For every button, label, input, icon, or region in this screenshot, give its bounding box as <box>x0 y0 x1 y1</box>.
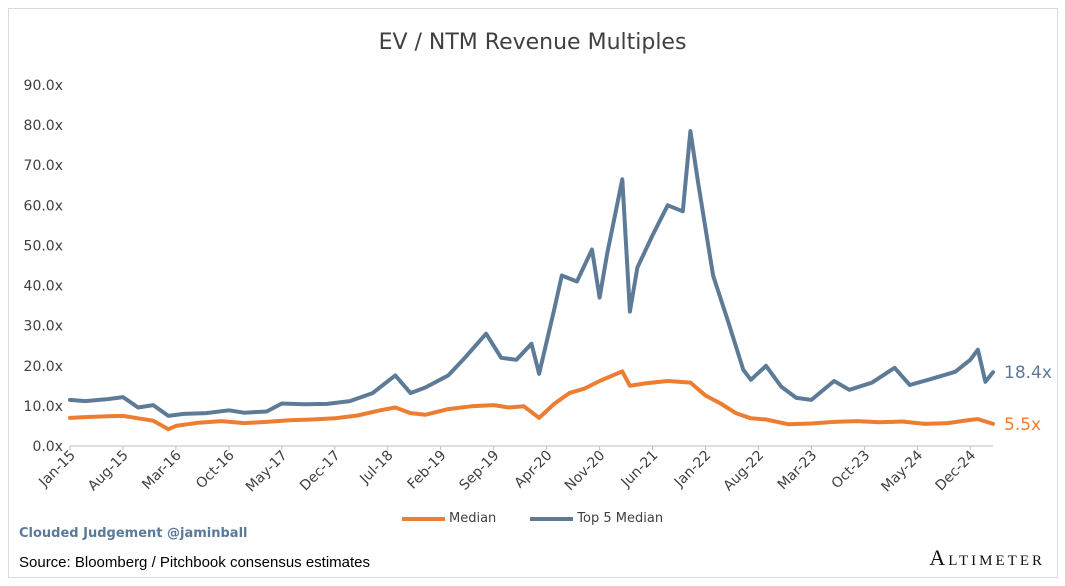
y-tick-label: 30.0x <box>24 319 63 335</box>
x-tick-label: Apr-20 <box>511 448 555 492</box>
chart-title: EV / NTM Revenue Multiples <box>378 30 687 55</box>
x-tick-label: Jun-21 <box>618 448 662 492</box>
legend-swatch-top5 <box>530 516 574 521</box>
end-label-top5-median: 18.4x <box>1004 363 1052 383</box>
x-tick-label: May-17 <box>243 448 291 496</box>
brand-logo: Altimeter <box>929 545 1045 570</box>
x-tick-label: Jan-22 <box>671 448 714 491</box>
y-tick-label: 10.0x <box>24 399 63 415</box>
y-tick-label: 20.0x <box>24 359 63 375</box>
legend-item-top5: Top 5 Median <box>530 511 663 526</box>
x-tick-label: Dec-17 <box>297 448 344 495</box>
x-tick-label: Feb-19 <box>405 448 450 493</box>
x-tick-label: Oct-23 <box>829 448 874 493</box>
y-tick-label: 90.0x <box>24 78 63 94</box>
legend-label-top5: Top 5 Median <box>577 511 664 526</box>
legend-item-median: Median <box>402 511 496 526</box>
series-line-median <box>68 369 995 432</box>
x-tick-label: Dec-24 <box>932 447 979 494</box>
legend-label-median: Median <box>449 511 497 526</box>
y-tick-label: 0.0x <box>32 439 63 455</box>
legend-swatch-median <box>402 516 445 521</box>
x-tick-label: Nov-20 <box>562 448 609 495</box>
x-tick-label: Aug-15 <box>85 448 132 495</box>
y-axis: 0.0x 10.0x 20.0x 30.0x 40.0x 50.0x 60.0x 70.0x 8… <box>24 78 63 455</box>
legend: Median Top 5 Median <box>402 511 697 526</box>
x-tick-label: Mar-16 <box>139 447 185 493</box>
x-tick-label: Aug-22 <box>720 448 767 495</box>
x-axis: Jan-15 Aug-15 Mar-16 Oct-16 May-17 Dec-17 Jul-… <box>35 445 993 496</box>
x-tick-label: Oct-16 <box>193 447 238 492</box>
source-note: Source: Bloomberg / Pitchbook consensus … <box>19 554 371 571</box>
credit-line: Clouded Judgement @jaminball <box>19 526 248 541</box>
x-tick-label: May-24 <box>878 447 926 495</box>
y-tick-label: 80.0x <box>24 118 63 134</box>
end-labels: 5.5x 18.4x <box>1004 363 1052 435</box>
x-tick-label: Sep-19 <box>456 448 502 494</box>
y-tick-label: 50.0x <box>24 238 63 254</box>
x-tick-label: Jul-18 <box>356 448 396 488</box>
y-tick-label: 40.0x <box>24 279 63 295</box>
chart-frame <box>8 8 1058 578</box>
end-label-median: 5.5x <box>1004 415 1041 435</box>
series-line-top5-median <box>68 129 995 418</box>
y-tick-label: 60.0x <box>24 198 63 214</box>
y-tick-label: 70.0x <box>24 158 63 174</box>
series-lines <box>68 129 995 432</box>
x-tick-label: Mar-23 <box>775 448 821 494</box>
